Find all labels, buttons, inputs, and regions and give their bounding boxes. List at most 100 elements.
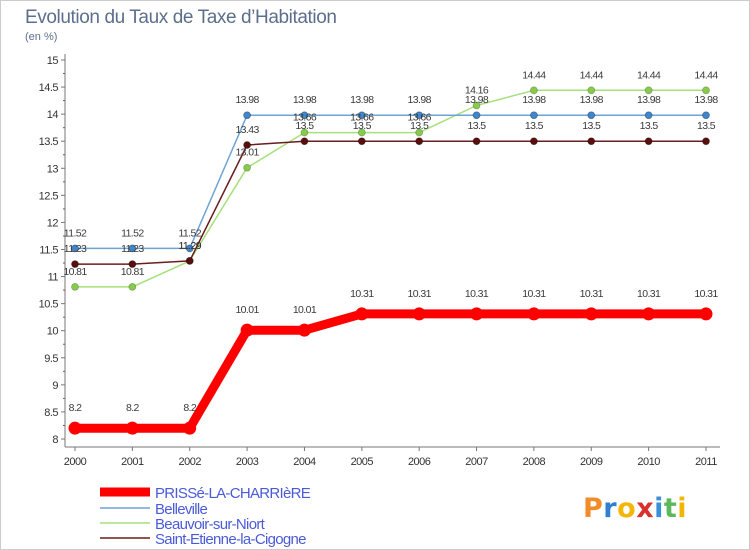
data-point-saint-etienne-la-cigogne-2011 — [702, 137, 710, 146]
data-point-beauvoir-sur-niort-2004 — [300, 128, 309, 137]
series-line-saint-etienne-la-cigogne — [74, 140, 707, 265]
data-point-belleville-2008 — [530, 111, 538, 120]
data-point-prisse-la-charriere-2005 — [355, 307, 369, 321]
x-tick-label: 2008 — [523, 456, 546, 468]
data-label-beauvoir-sur-niort-2003: 13.01 — [235, 147, 259, 159]
data-point-saint-etienne-la-cigogne-2005 — [357, 137, 366, 146]
x-tick-label: 2003 — [236, 456, 259, 468]
data-label-prisse-la-charriere-2005: 10.31 — [350, 288, 374, 300]
data-point-prisse-la-charriere-2006 — [412, 307, 426, 321]
legend-label-beauvoir-sur-niort: Beauvoir-sur-Niort — [155, 516, 266, 533]
logo-letter: r — [603, 493, 617, 524]
data-point-prisse-la-charriere-2011 — [699, 307, 713, 321]
data-label-saint-etienne-la-cigogne-2001: 11.23 — [121, 243, 144, 255]
y-tick-label: 15 — [47, 55, 59, 67]
data-label-prisse-la-charriere-2002: 8.2 — [183, 402, 197, 414]
data-label-belleville-2009: 13.98 — [580, 94, 604, 106]
data-point-belleville-2004 — [300, 111, 309, 120]
data-point-prisse-la-charriere-2010 — [642, 307, 656, 321]
y-tick-label: 9.5 — [44, 353, 58, 365]
data-label-prisse-la-charriere-2009: 10.31 — [580, 288, 604, 300]
data-point-beauvoir-sur-niort-2001 — [128, 282, 137, 291]
data-point-saint-etienne-la-cigogne-2003 — [243, 141, 251, 149]
data-label-beauvoir-sur-niort-2000: 10.81 — [63, 266, 87, 278]
data-label-belleville-2004: 13.98 — [293, 94, 317, 106]
data-label-prisse-la-charriere-2006: 10.31 — [408, 288, 432, 300]
y-tick-label: 8 — [52, 434, 58, 446]
y-tick-label: 9 — [52, 380, 58, 392]
data-label-beauvoir-sur-niort-2011: 14.44 — [694, 69, 718, 81]
data-point-belleville-2001 — [128, 244, 137, 253]
data-label-beauvoir-sur-niort-2008: 14.44 — [522, 69, 546, 81]
data-point-belleville-2011 — [702, 111, 710, 120]
data-point-belleville-2000 — [71, 244, 79, 253]
data-point-beauvoir-sur-niort-2010 — [644, 86, 653, 95]
data-label-saint-etienne-la-cigogne-2007: 13.5 — [468, 120, 487, 132]
x-tick-label: 2002 — [178, 456, 201, 468]
series-line-belleville — [74, 114, 707, 250]
data-label-beauvoir-sur-niort-2006: 13.66 — [408, 112, 432, 124]
data-label-belleville-2005: 13.98 — [350, 94, 374, 106]
x-tick-label: 2011 — [695, 456, 717, 468]
data-label-prisse-la-charriere-2007: 10.31 — [465, 288, 489, 300]
y-tick-label: 10.5 — [39, 299, 59, 311]
data-label-belleville-2000: 11.52 — [64, 227, 87, 239]
x-tick-label: 2007 — [465, 456, 488, 468]
y-tick-label: 14.5 — [39, 82, 59, 94]
data-label-belleville-2003: 13.98 — [235, 94, 259, 106]
x-tick-label: 2000 — [64, 456, 87, 468]
data-label-belleville-2011: 13.98 — [694, 94, 718, 106]
data-label-beauvoir-sur-niort-2009: 14.44 — [580, 69, 604, 81]
data-point-belleville-2010 — [644, 111, 653, 120]
x-tick-label: 2009 — [580, 456, 603, 468]
data-point-belleville-2007 — [472, 111, 481, 120]
data-label-belleville-2006: 13.98 — [408, 94, 432, 106]
logo-letter: o — [617, 493, 636, 524]
data-point-saint-etienne-la-cigogne-2000 — [71, 260, 79, 269]
data-label-prisse-la-charriere-2001: 8.2 — [126, 402, 140, 414]
data-point-beauvoir-sur-niort-2009 — [587, 86, 596, 95]
x-tick-label: 2006 — [408, 456, 431, 468]
data-label-saint-etienne-la-cigogne-2000: 11.23 — [64, 243, 87, 255]
data-point-belleville-2009 — [587, 111, 596, 120]
data-point-saint-etienne-la-cigogne-2004 — [300, 137, 309, 146]
data-label-saint-etienne-la-cigogne-2002: 11.29 — [178, 240, 201, 252]
data-point-prisse-la-charriere-2008 — [527, 307, 541, 321]
data-point-prisse-la-charriere-2007 — [470, 307, 484, 321]
logo-letter: x — [636, 493, 654, 524]
x-tick-label: 2001 — [121, 456, 144, 468]
data-point-belleville-2006 — [415, 111, 424, 120]
y-tick-label: 12.5 — [39, 190, 59, 202]
data-point-prisse-la-charriere-2004 — [297, 323, 311, 337]
data-point-saint-etienne-la-cigogne-2002 — [185, 256, 194, 265]
legend-label-saint-etienne-la-cigogne: Saint-Etienne-la-Cigogne — [155, 531, 306, 548]
data-point-beauvoir-sur-niort-2003 — [243, 163, 251, 172]
legend: PRISSé-LA-CHARRIèRE Belleville Beauvoir-… — [100, 485, 311, 548]
data-point-beauvoir-sur-niort-2006 — [415, 128, 424, 137]
data-label-prisse-la-charriere-2003: 10.01 — [235, 304, 259, 316]
data-label-prisse-la-charriere-2008: 10.31 — [522, 288, 546, 300]
x-tick-label: 2010 — [637, 456, 660, 468]
data-point-prisse-la-charriere-2001 — [125, 421, 139, 435]
data-label-saint-etienne-la-cigogne-2008: 13.5 — [525, 120, 544, 132]
data-label-saint-etienne-la-cigogne-2006: 13.5 — [410, 120, 429, 132]
x-tick-label: 2004 — [293, 456, 316, 468]
data-label-belleville-2002: 11.52 — [178, 227, 201, 239]
data-point-prisse-la-charriere-2000 — [68, 421, 82, 435]
data-label-belleville-2001: 11.52 — [121, 227, 144, 239]
y-tick-label: 14 — [47, 109, 59, 121]
data-point-prisse-la-charriere-2002 — [183, 421, 197, 435]
data-label-beauvoir-sur-niort-2002: 11.29 — [178, 240, 201, 252]
data-point-saint-etienne-la-cigogne-2007 — [472, 137, 481, 146]
chart-axes: 8 8.5 9 9.5 10 10.5 11 11.5 12 12.5 13 13.5 14 14.5 15… — [39, 54, 720, 468]
data-label-prisse-la-charriere-2010: 10.31 — [637, 288, 661, 300]
data-point-belleville-2002 — [185, 244, 194, 253]
data-label-beauvoir-sur-niort-2010: 14.44 — [637, 69, 661, 81]
logo-letter: i — [677, 493, 687, 524]
data-label-beauvoir-sur-niort-2007: 14.16 — [465, 84, 489, 96]
data-point-prisse-la-charriere-2003 — [240, 323, 254, 337]
data-point-saint-etienne-la-cigogne-2006 — [415, 137, 424, 146]
x-tick-label: 2005 — [351, 456, 374, 468]
